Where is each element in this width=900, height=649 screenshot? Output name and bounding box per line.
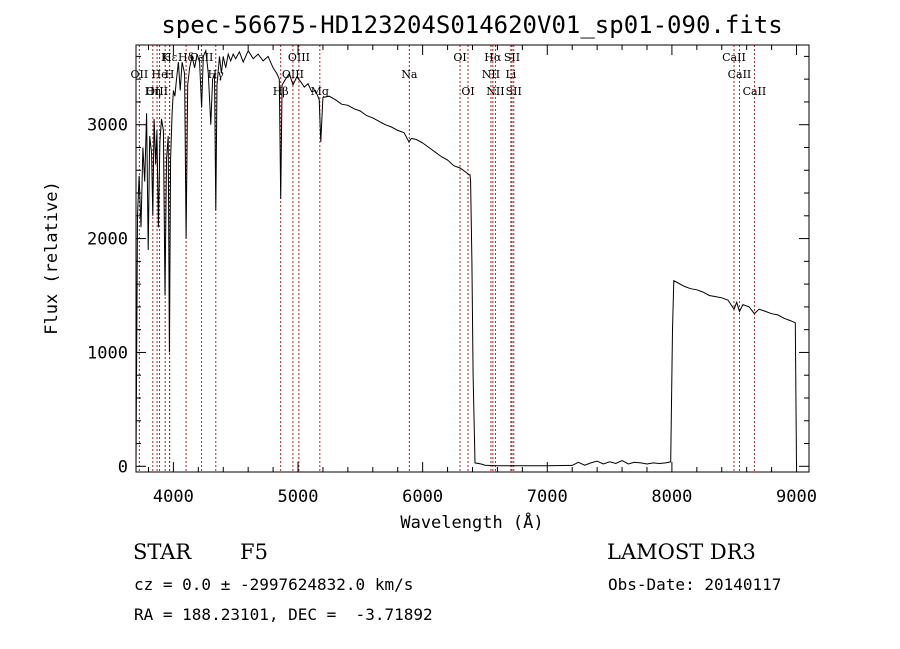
line-label-25: CaII <box>743 85 767 98</box>
line-label-8: CaII <box>722 51 746 64</box>
y-tick-label-3: 3000 <box>87 116 128 136</box>
x-axis-ticks: 4000 5000 6000 7000 8000 9000 <box>147 45 817 507</box>
line-label-12: Hγ <box>208 68 225 81</box>
x-axis-label: Wavelength (Å) <box>400 511 543 533</box>
redshift-cz: cz = 0.0 ± -2997624832.0 km/s <box>134 575 414 594</box>
line-label-16: Li <box>505 68 516 81</box>
y-tick-label-1: 1000 <box>87 343 128 363</box>
line-label-5: OI <box>453 51 466 64</box>
line-label-18: OIII <box>146 85 168 98</box>
line-label-20: Hβ <box>273 85 289 98</box>
y-tick-label-2: 2000 <box>87 230 128 250</box>
line-label-2: Hε <box>162 51 178 64</box>
object-class: STAR <box>133 540 192 564</box>
x-tick-label-4: 8000 <box>651 487 692 507</box>
line-label-4: OIII <box>288 51 310 64</box>
line-label-9: OII <box>131 68 149 81</box>
line-label-22: OI <box>461 85 474 98</box>
y-axis-label: Flux (relative) <box>42 181 62 335</box>
line-label-19: Hη <box>145 85 161 98</box>
line-label-6: Hα <box>484 51 502 64</box>
survey-name: LAMOST DR3 <box>607 540 756 564</box>
line-label-10: He <box>152 68 168 81</box>
spectral-subclass: F5 <box>240 540 268 564</box>
y-axis-ticks: 0 1000 2000 3000 <box>87 55 809 477</box>
line-label-13: OIII <box>282 68 304 81</box>
x-tick-label-1: 5000 <box>278 487 319 507</box>
x-tick-label-3: 7000 <box>527 487 568 507</box>
line-label-21: Mg <box>311 85 329 98</box>
line-label-24: SII <box>506 85 522 98</box>
x-tick-label-0: 4000 <box>153 487 194 507</box>
x-tick-label-2: 6000 <box>402 487 443 507</box>
line-label-0: Hδ <box>178 51 195 64</box>
observation-date: Obs-Date: 20140117 <box>608 575 782 594</box>
x-tick-label-5: 9000 <box>776 487 817 507</box>
line-label-11: H <box>165 68 175 81</box>
line-label-17: CaII <box>728 68 752 81</box>
line-label-15: NII <box>482 68 500 81</box>
chart-title: spec-56675-HD123204S014620V01_sp01-090.f… <box>161 11 782 39</box>
y-tick-label-0: 0 <box>118 457 128 477</box>
line-label-14: Na <box>401 68 418 81</box>
line-label-7: SII <box>504 51 520 64</box>
line-label-23: NII <box>486 85 504 98</box>
emission-line-markers <box>138 45 755 472</box>
coordinates: RA = 188.23101, DEC = -3.71892 <box>134 605 433 624</box>
line-label-1: K <box>161 51 170 64</box>
spectrum-line <box>135 48 797 467</box>
plot-frame <box>135 44 810 473</box>
